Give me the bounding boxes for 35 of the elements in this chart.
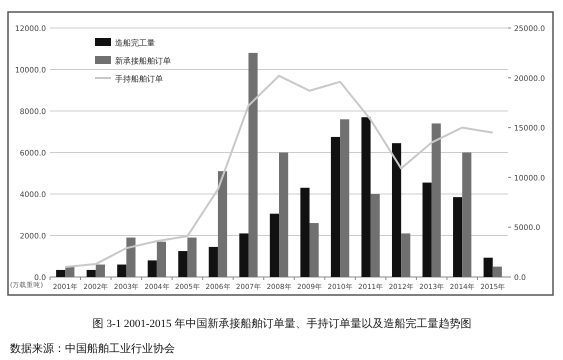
- source-note: 数据来源：中国船舶工业行业协会: [10, 342, 175, 355]
- legend-label: 新承接船舶订单: [115, 56, 171, 66]
- bar: [300, 188, 310, 277]
- bar: [239, 233, 248, 277]
- bar: [484, 258, 493, 277]
- bar: [156, 242, 166, 277]
- bar: [310, 223, 319, 277]
- bar: [187, 238, 197, 277]
- bar: [279, 152, 288, 277]
- text: 图 3-1 2001-2015 年中国新承接船舶订单量、手持订单量以及造船完工量趋势图: [92, 317, 472, 330]
- legend-label: 手持船舶订单: [115, 74, 163, 84]
- bar: [270, 214, 279, 277]
- bar: [453, 197, 462, 277]
- bar: [178, 251, 188, 277]
- bar: [361, 117, 371, 277]
- bar: [401, 233, 410, 277]
- bar: [117, 264, 126, 277]
- bar: [462, 152, 472, 277]
- bar: [218, 171, 228, 277]
- line-series: [64, 74, 494, 268]
- bar: [126, 238, 136, 277]
- bar: [56, 270, 66, 277]
- bar: [96, 264, 105, 277]
- bar: [248, 52, 258, 277]
- bar: [86, 270, 96, 277]
- bar: [208, 246, 218, 277]
- bar: [392, 143, 402, 277]
- bar: [422, 182, 432, 277]
- bar: [370, 194, 380, 277]
- bar: [330, 136, 340, 277]
- bar: [340, 119, 350, 277]
- bar: [148, 260, 157, 277]
- legend-label: 造船完工量: [115, 38, 155, 48]
- bar: [432, 123, 441, 277]
- bar: [492, 266, 502, 277]
